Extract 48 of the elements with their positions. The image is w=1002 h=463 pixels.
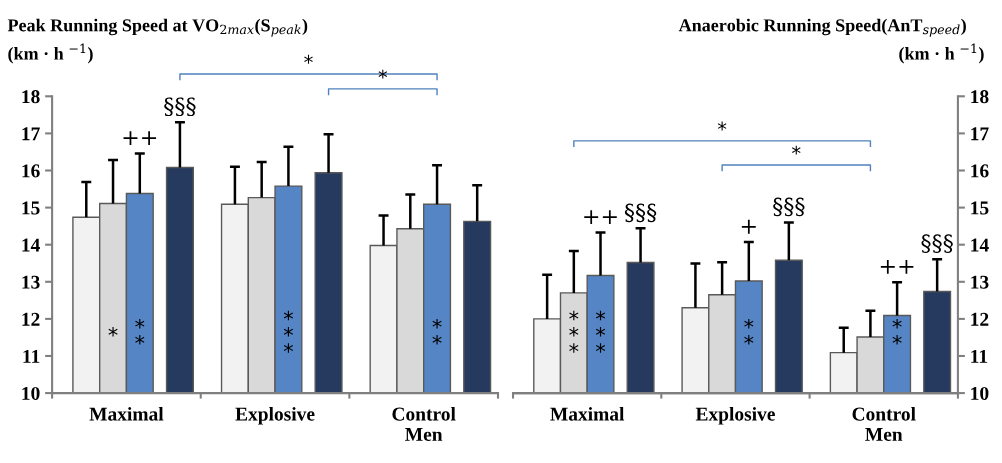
- annotation: **: [892, 318, 902, 345]
- annotation: *: [108, 326, 118, 337]
- x-tick-label: Explosive: [695, 406, 775, 425]
- y2-tick-label: 15: [971, 201, 989, 215]
- y2-tick-label: 12: [971, 312, 989, 326]
- y2-tick-label: 10: [971, 386, 989, 401]
- data-label: §§§: [624, 203, 657, 223]
- y2-tick-label: 17: [971, 127, 989, 141]
- y2-tick-label: 16: [971, 164, 989, 178]
- x-tick-label: Explosive: [235, 406, 315, 425]
- chart-title: Anaerobic Running Speed(AnT$_{speed}$): [678, 18, 966, 37]
- y-axis-title: (km · h $^{−1}$): [8, 43, 93, 64]
- data-label: ++: [880, 259, 914, 274]
- annotation: **: [135, 318, 145, 345]
- data-label: +: [741, 219, 756, 234]
- text: *: [304, 54, 313, 64]
- data-label: §§§: [921, 234, 953, 253]
- data-label: ++: [123, 131, 157, 146]
- y-tick-label: 13: [22, 275, 40, 289]
- y-tick-label: 10: [22, 386, 40, 401]
- y-tick-label: 12: [22, 312, 40, 326]
- y2-tick-label: 18: [971, 90, 989, 104]
- x-tick-label: Control Men: [852, 406, 916, 441]
- x-tick-label: Maximal: [550, 406, 625, 421]
- y2-tick-label: 13: [971, 275, 989, 289]
- annotation: **: [744, 318, 754, 345]
- annotation: *: [791, 145, 801, 155]
- text: *: [378, 69, 388, 79]
- x-tick-label: Maximal: [89, 406, 164, 421]
- y2-tick-label: 11: [971, 349, 988, 363]
- y-tick-label: 14: [22, 238, 40, 252]
- y2-tick-label: 14: [971, 238, 989, 252]
- y-tick-label: 11: [23, 349, 40, 363]
- annotation: **: [432, 318, 442, 345]
- data-label: §§§: [773, 197, 805, 217]
- annotation: ***: [595, 310, 606, 353]
- y-tick-label: 16: [22, 164, 40, 178]
- data-label: ++: [584, 210, 617, 225]
- data-label: §§§: [164, 97, 196, 117]
- x-tick-label: Control Men: [392, 406, 456, 441]
- annotation: ***: [283, 310, 294, 353]
- y2-axis-title: (km · h $^{−1}$): [899, 43, 984, 64]
- chart-title: Peak Running Speed at VO$_{2max}$(S$_{peak}$): [7, 18, 308, 37]
- annotation: ***: [569, 310, 579, 353]
- y-tick-label: 18: [22, 90, 40, 104]
- y-tick-label: 17: [22, 127, 40, 141]
- annotation: *: [717, 121, 727, 131]
- y-tick-label: 15: [22, 201, 40, 215]
